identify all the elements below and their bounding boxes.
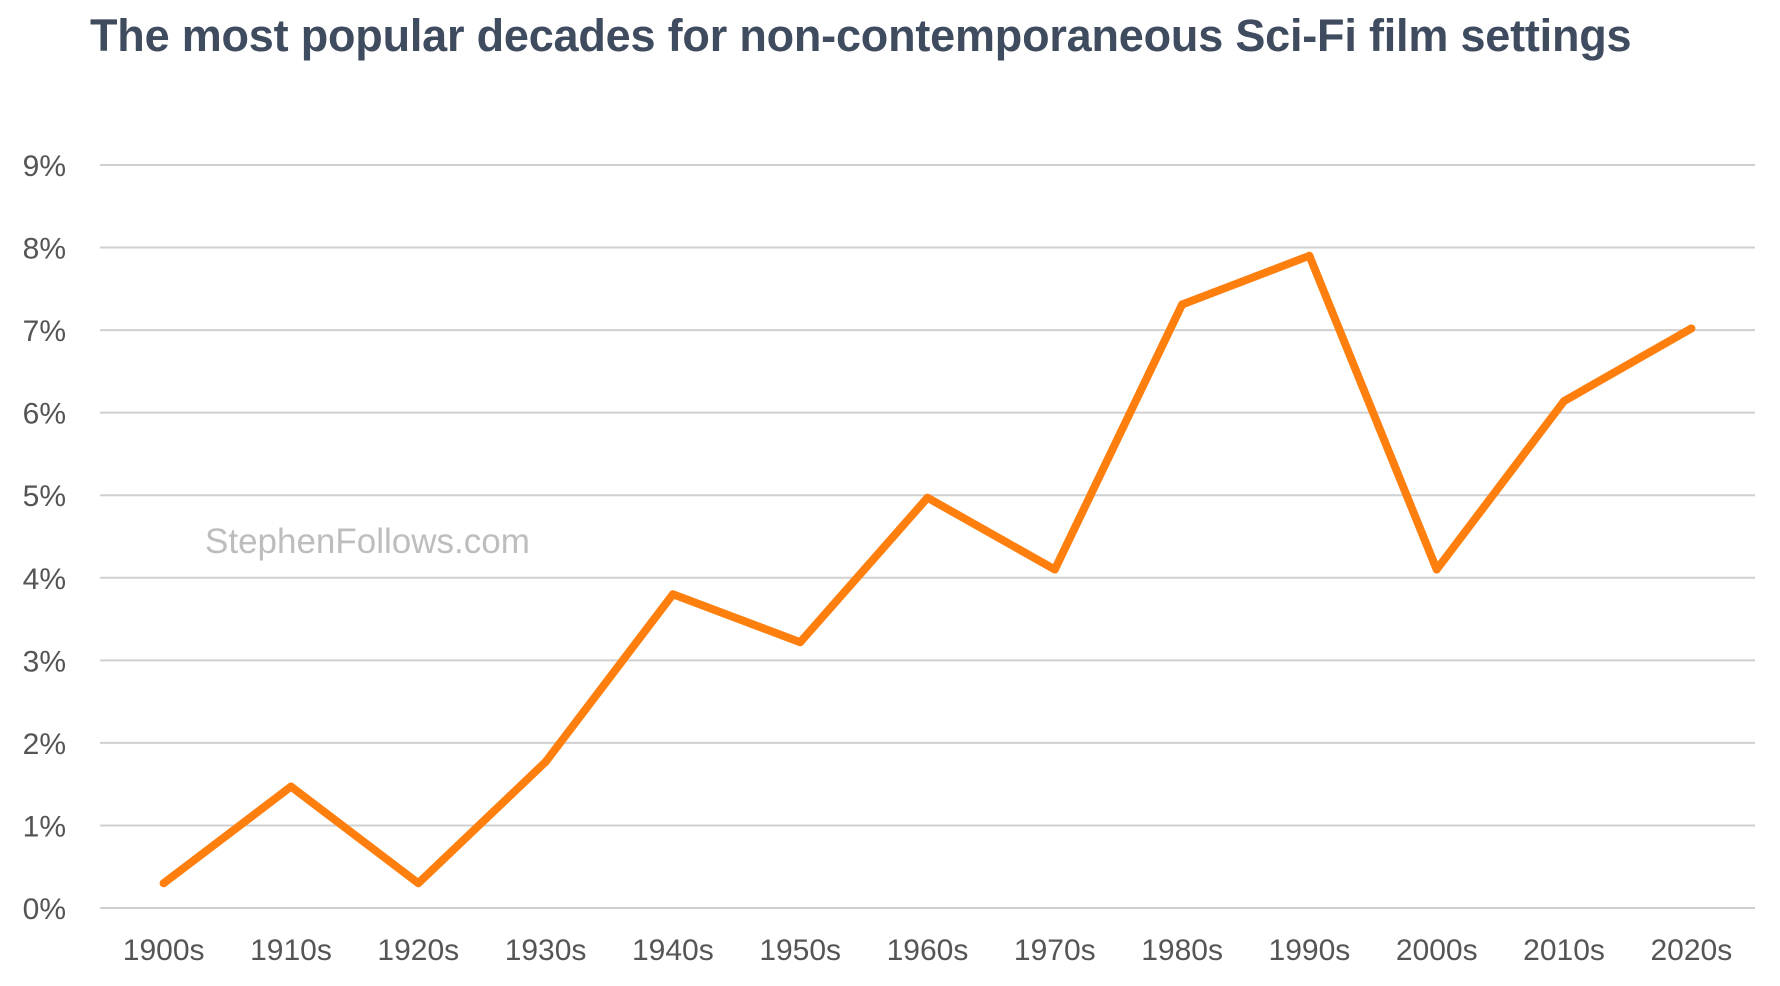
y-tick-label: 7% <box>23 315 66 348</box>
watermark-text: StephenFollows.com <box>205 522 530 561</box>
x-tick-label: 1950s <box>759 934 841 967</box>
x-tick-label: 2010s <box>1523 934 1605 967</box>
data-point-2020s <box>1687 324 1696 333</box>
y-tick-label: 6% <box>23 398 66 431</box>
x-tick-label: 1920s <box>377 934 459 967</box>
x-tick-label: 1960s <box>887 934 969 967</box>
x-tick-label: 2000s <box>1396 934 1478 967</box>
y-tick-label: 9% <box>23 150 66 183</box>
x-tick-label: 1980s <box>1141 934 1223 967</box>
x-tick-label: 1910s <box>250 934 332 967</box>
data-point-1990s <box>1305 251 1314 260</box>
y-tick-label: 4% <box>23 563 66 596</box>
data-point-1920s <box>414 879 423 888</box>
x-tick-label: 2020s <box>1650 934 1732 967</box>
y-tick-label: 5% <box>23 480 66 513</box>
data-point-1940s <box>668 590 677 599</box>
y-tick-label: 1% <box>23 810 66 843</box>
data-point-1950s <box>796 638 805 647</box>
y-tick-label: 3% <box>23 645 66 678</box>
y-tick-label: 0% <box>23 893 66 926</box>
x-tick-label: 1970s <box>1014 934 1096 967</box>
data-point-1970s <box>1050 565 1059 574</box>
y-tick-label: 2% <box>23 728 66 761</box>
data-point-1900s <box>159 879 168 888</box>
x-tick-label: 1930s <box>505 934 587 967</box>
series-line-0 <box>159 251 1696 888</box>
data-point-1930s <box>541 757 550 766</box>
data-point-2010s <box>1560 397 1569 406</box>
data-point-1980s <box>1178 300 1187 309</box>
x-tick-label: 1990s <box>1269 934 1351 967</box>
y-tick-label: 8% <box>23 233 66 266</box>
chart-title: The most popular decades for non-contemp… <box>90 10 1632 61</box>
data-point-2000s <box>1432 565 1441 574</box>
data-point-1960s <box>923 493 932 502</box>
x-tick-label: 1900s <box>123 934 205 967</box>
y-axis-tick-labels: 0% 1% 2% 3% 4% 5% 6% 7% 8% 9% <box>23 150 66 926</box>
series-layer <box>159 251 1696 888</box>
data-point-1910s <box>286 782 295 791</box>
x-axis-tick-labels: 1900s 1910s 1920s 1930s 1940s 1950s 1960s 1970s… <box>123 934 1732 967</box>
x-tick-label: 1940s <box>632 934 714 967</box>
